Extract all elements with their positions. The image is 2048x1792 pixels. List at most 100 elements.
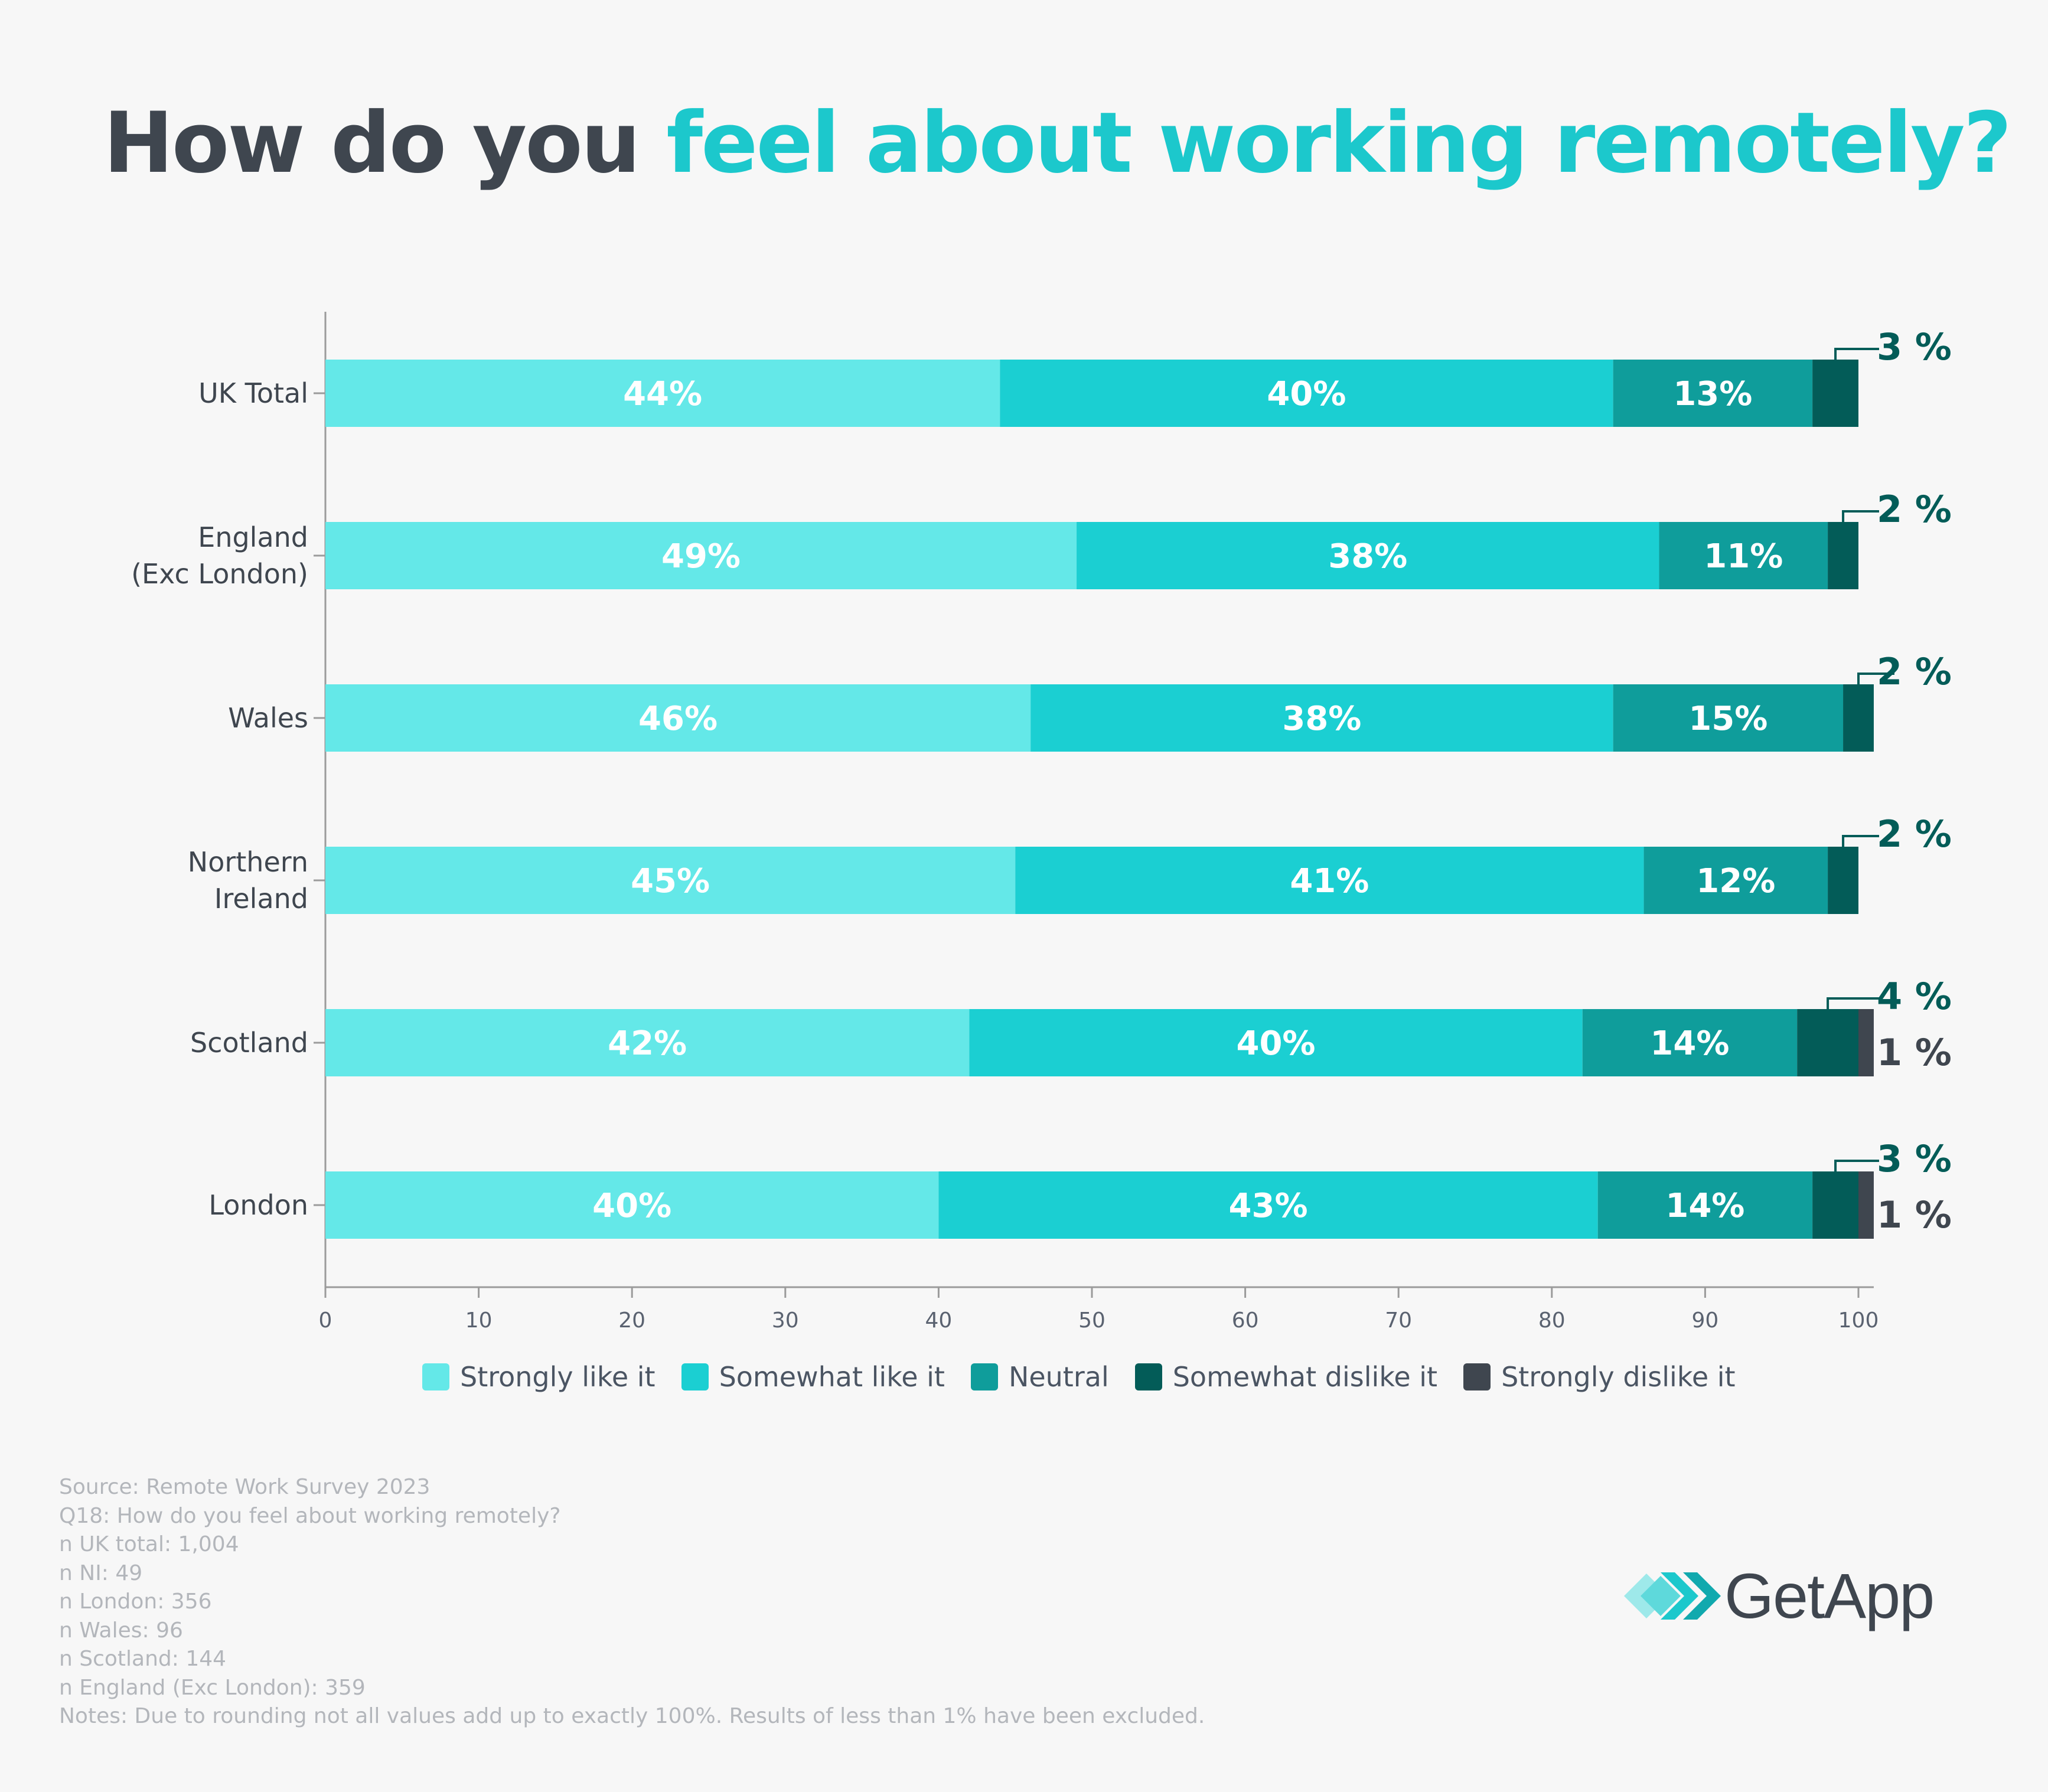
bar-somewhat-dislike-it	[1828, 522, 1858, 589]
callout-line	[1842, 835, 1879, 848]
bars	[325, 360, 1874, 1239]
data-label: 38%	[1328, 537, 1407, 576]
category-labels: UK Total England (Exc London) Wales Northern…	[131, 377, 325, 1221]
bar-strongly-dislike-it	[1858, 1009, 1874, 1076]
data-label: 45%	[631, 862, 710, 900]
legend-label: Strongly dislike it	[1501, 1361, 1736, 1393]
data-label: 40%	[592, 1187, 671, 1225]
callout-line	[1842, 510, 1879, 523]
bar-neutral	[1613, 360, 1813, 427]
stacked-bar-chart: 0 10 20 30 40 50 60 70 80 90 100 44% 40% 13% 3 % 49% 38…	[131, 312, 1952, 1333]
data-label: 40%	[1236, 1024, 1315, 1063]
x-tick-label: 0	[319, 1308, 332, 1333]
x-axis: 0 10 20 30 40 50 60 70 80 90 100	[319, 312, 1879, 1333]
data-label: 14%	[1650, 1024, 1729, 1063]
bar-neutral	[1643, 847, 1828, 914]
data-label: 12%	[1696, 862, 1775, 900]
data-labels: 44% 40% 13% 3 % 49% 38% 11% 2 % 46% 38% 15% 2 % 45% 4…	[592, 325, 1952, 1236]
bar-somewhat-dislike-it	[1812, 360, 1858, 427]
x-tick-label: 20	[618, 1308, 645, 1333]
data-label: 49%	[661, 537, 741, 576]
data-label: 15%	[1688, 700, 1767, 738]
category-label: (Exc London)	[131, 558, 308, 590]
callout-line	[1834, 1160, 1879, 1173]
callout-line	[1834, 348, 1879, 361]
legend-label: Strongly like it	[460, 1361, 656, 1393]
note-line: Notes: Due to rounding not all values ad…	[59, 1704, 1205, 1728]
category-label: Wales	[228, 702, 308, 734]
data-label: 43%	[1229, 1187, 1308, 1225]
bar-somewhat-dislike-it	[1843, 684, 1874, 752]
bar-strongly-like-it	[325, 1009, 970, 1076]
x-tick-label: 80	[1538, 1308, 1566, 1333]
bar-somewhat-like-it	[1000, 360, 1613, 427]
x-tick-label: 50	[1078, 1308, 1105, 1333]
bar-somewhat-like-it	[969, 1009, 1583, 1076]
category-label: London	[208, 1189, 308, 1221]
data-label: 44%	[623, 375, 702, 413]
bar-somewhat-like-it	[1015, 847, 1644, 914]
legend-label: Neutral	[1008, 1361, 1109, 1393]
legend-item: Strongly dislike it	[1463, 1361, 1736, 1393]
category-label: Ireland	[214, 883, 308, 915]
data-label: 40%	[1267, 375, 1346, 413]
data-label-callout: 2 %	[1877, 488, 1952, 531]
callout-line	[1827, 997, 1879, 1010]
note-line: n Wales: 96	[59, 1618, 183, 1643]
category-label: UK Total	[198, 377, 308, 409]
category-label: England	[198, 521, 308, 553]
x-tick-label: 60	[1232, 1308, 1259, 1333]
note-line: Q18: How do you feel about working remot…	[59, 1503, 561, 1528]
data-label-strongly-dislike: 1 %	[1877, 1193, 1952, 1236]
legend-label: Somewhat dislike it	[1172, 1361, 1438, 1393]
bar-strongly-like-it	[325, 522, 1077, 589]
note-line: n Scotland: 144	[59, 1647, 227, 1671]
bar-somewhat-dislike-it	[1828, 847, 1858, 914]
legend-swatch	[422, 1363, 449, 1390]
bar-neutral	[1597, 1171, 1813, 1239]
page-title: How do you feel about working remotely?	[103, 94, 2012, 192]
bar-strongly-like-it	[325, 684, 1031, 752]
x-tick-label: 100	[1838, 1308, 1879, 1333]
data-label: 14%	[1665, 1187, 1744, 1225]
callout-line	[1857, 673, 1894, 686]
bar-somewhat-dislike-it	[1797, 1009, 1858, 1076]
title-part-dark: How do you	[103, 94, 667, 192]
note-line: Source: Remote Work Survey 2023	[59, 1475, 431, 1499]
bar-strongly-like-it	[325, 1171, 939, 1239]
legend-item: Somewhat like it	[681, 1361, 945, 1393]
data-label: 11%	[1704, 537, 1783, 576]
x-tick-label: 30	[772, 1308, 799, 1333]
note-line: n UK total: 1,004	[59, 1532, 239, 1556]
title-part-accent: feel about working remotely?	[666, 94, 2012, 192]
legend-label: Somewhat like it	[719, 1361, 945, 1393]
bar-neutral	[1659, 522, 1828, 589]
note-line: n England (Exc London): 359	[59, 1675, 366, 1700]
note-line: n NI: 49	[59, 1561, 143, 1585]
bar-somewhat-dislike-it	[1812, 1171, 1858, 1239]
legend-swatch	[681, 1363, 709, 1390]
bar-somewhat-like-it	[1030, 684, 1613, 752]
legend-item: Somewhat dislike it	[1134, 1361, 1438, 1393]
legend-swatch	[1134, 1363, 1162, 1390]
data-label: 41%	[1290, 862, 1369, 900]
data-label-callout: 4 %	[1877, 975, 1952, 1018]
data-label: 38%	[1282, 700, 1361, 738]
category-label: Northern	[188, 846, 308, 878]
legend-swatch	[1463, 1363, 1491, 1390]
data-label: 46%	[638, 700, 718, 738]
legend-item: Neutral	[970, 1361, 1109, 1393]
bar-neutral	[1613, 684, 1844, 752]
legend: Strongly like it Somewhat like it Neutral S…	[422, 1361, 1762, 1393]
x-tick-label: 90	[1691, 1308, 1718, 1333]
category-label: Scotland	[190, 1027, 308, 1059]
legend-swatch	[970, 1363, 998, 1390]
note-line: n London: 356	[59, 1589, 212, 1614]
legend-item: Strongly like it	[422, 1361, 656, 1393]
data-label-callout: 3 %	[1877, 1137, 1952, 1180]
x-tick-label: 70	[1385, 1308, 1412, 1333]
bar-strongly-dislike-it	[1858, 1171, 1874, 1239]
data-label-strongly-dislike: 1 %	[1877, 1031, 1952, 1074]
bar-somewhat-like-it	[938, 1171, 1598, 1239]
data-label-callout: 3 %	[1877, 325, 1952, 368]
